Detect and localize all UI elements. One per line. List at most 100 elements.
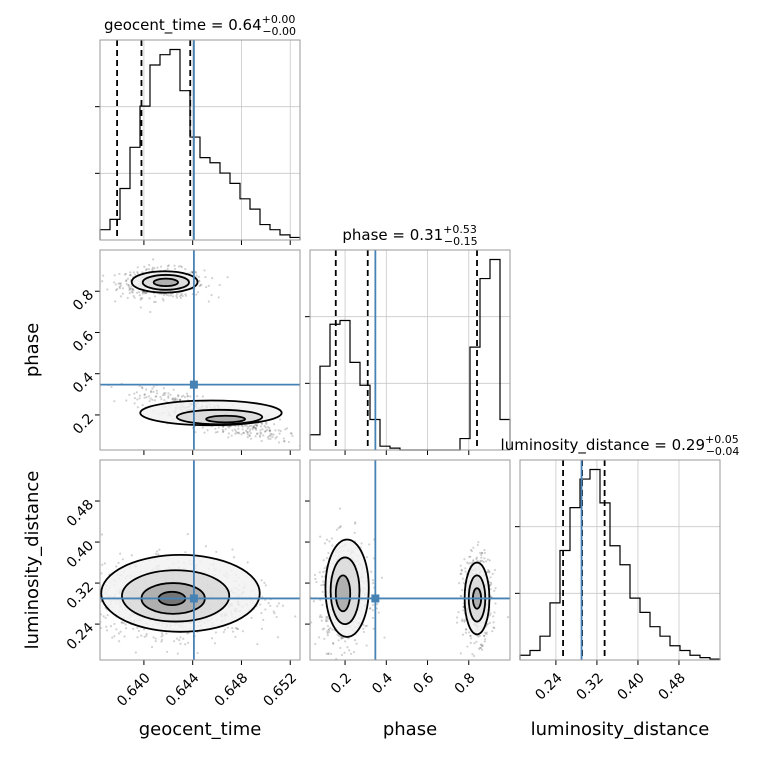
sample-point (483, 640, 486, 643)
sample-point (322, 580, 325, 583)
x-tick-label: 0.24 (532, 670, 565, 703)
sample-point (125, 280, 128, 283)
sample-point (493, 611, 496, 614)
sample-point (332, 641, 335, 644)
sample-point (173, 264, 176, 267)
sample-point (258, 434, 262, 437)
sample-point (346, 646, 349, 649)
hist-panel-geocent-time: geocent_time = 0.64+0.00 −0.00 (95, 13, 301, 245)
sample-point (196, 395, 199, 398)
sample-point (493, 626, 496, 630)
sample-point (167, 395, 170, 398)
sample-point (128, 287, 131, 290)
sample-point (213, 642, 217, 645)
sample-point (152, 385, 155, 388)
sample-point (269, 434, 272, 437)
sample-point (222, 430, 225, 433)
panel-frame (99, 249, 301, 451)
sample-point (251, 426, 254, 430)
sample-point (466, 645, 469, 648)
sample-point (154, 395, 157, 398)
sample-point (460, 568, 463, 571)
sample-point (141, 271, 144, 274)
sample-point (479, 643, 482, 646)
x-tick-label: 0.648 (212, 670, 252, 710)
sample-point (118, 640, 121, 643)
sample-point (139, 297, 143, 300)
sample-point (217, 426, 220, 429)
sample-point (179, 636, 182, 639)
sample-point (143, 393, 146, 396)
sample-point (494, 587, 497, 590)
sample-point (270, 432, 273, 436)
sample-point (79, 569, 81, 571)
sample-point (129, 273, 132, 277)
sample-point (105, 629, 109, 632)
sample-point (130, 290, 133, 293)
histogram-geocent-time (99, 48, 301, 240)
y-tick-label: 0.32 (64, 579, 97, 612)
sample-point (186, 632, 189, 635)
sample-point (277, 441, 281, 444)
sample-point (492, 626, 495, 629)
sample-point (481, 648, 484, 652)
sample-point (141, 387, 144, 390)
sample-point (195, 274, 198, 277)
density-fill (335, 575, 351, 612)
sample-point (328, 630, 331, 634)
sample-point (101, 280, 104, 283)
sample-point (221, 428, 224, 431)
title-lower-error: −0.04 (706, 445, 740, 458)
sample-point (163, 393, 166, 396)
sample-point (93, 606, 95, 608)
sample-point (110, 385, 113, 389)
sample-point (340, 653, 344, 657)
sample-point (165, 293, 168, 297)
sample-point (488, 621, 491, 624)
sample-point (463, 619, 466, 622)
sample-point (97, 559, 99, 561)
sample-point (464, 567, 467, 570)
sample-point (155, 389, 158, 392)
sample-point (115, 628, 118, 631)
sample-point (283, 440, 286, 443)
sample-point (246, 561, 249, 564)
sample-point (135, 291, 139, 294)
sample-point (480, 556, 483, 559)
sample-point (325, 538, 329, 541)
sample-point (353, 639, 357, 642)
sample-point (210, 294, 213, 297)
density-fill (153, 278, 179, 287)
sample-point (488, 614, 491, 617)
sample-point (322, 583, 325, 586)
truth-marker (189, 594, 198, 603)
x-tick-label: 0.40 (614, 670, 647, 703)
sample-point (237, 431, 240, 434)
sample-point (256, 643, 259, 646)
sample-point (371, 603, 375, 607)
sample-point (335, 528, 338, 531)
sample-point (101, 563, 104, 566)
sample-point (198, 280, 201, 283)
sample-point (127, 284, 130, 287)
sample-point (97, 596, 99, 598)
sample-point (259, 425, 262, 428)
sample-point (267, 437, 270, 441)
sample-point (464, 570, 467, 573)
sample-point (326, 619, 329, 623)
sample-point (365, 644, 368, 647)
panel-title: luminosity_distance = 0.29+0.05 −0.04 (501, 433, 740, 458)
sample-point (118, 272, 121, 276)
sample-point (157, 553, 160, 556)
sample-point (313, 573, 317, 577)
sample-point (325, 618, 328, 621)
sample-point (113, 281, 116, 284)
sample-point (463, 558, 466, 561)
sample-point (249, 431, 252, 435)
sample-point (348, 662, 350, 664)
sample-point (153, 300, 156, 304)
sample-point (338, 507, 342, 510)
sample-point (105, 625, 108, 628)
sample-point (339, 524, 342, 528)
sample-point (228, 426, 231, 429)
